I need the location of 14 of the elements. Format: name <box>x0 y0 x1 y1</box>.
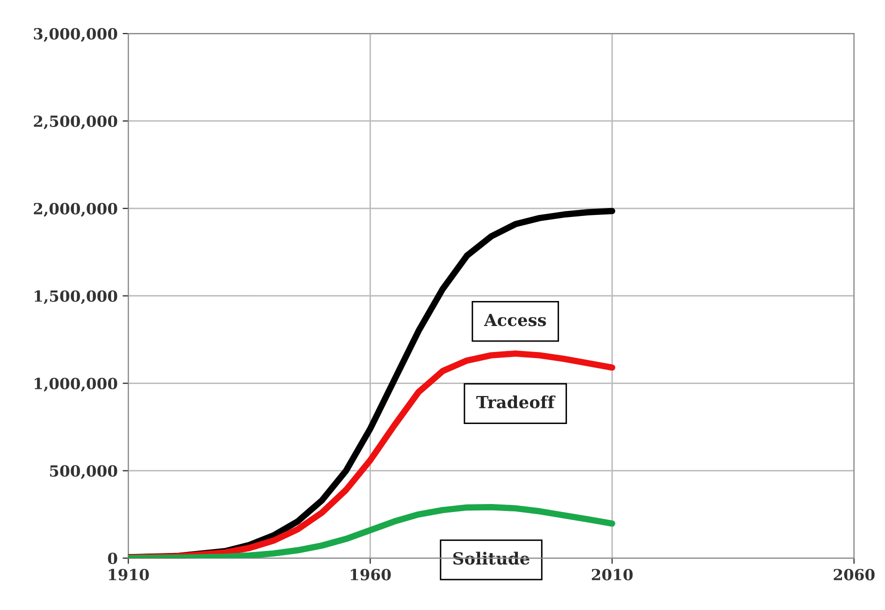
x-tick-label: 1960 <box>350 568 391 580</box>
y-tick-label: 2,500,000 <box>34 115 118 130</box>
text: Tradeoff <box>476 395 556 408</box>
y-tick-label: 3,000,000 <box>34 28 118 42</box>
x-tick-label: 1910 <box>108 568 149 580</box>
x-tick-label: 2060 <box>834 568 875 580</box>
text: Access <box>484 314 546 326</box>
y-tick-label: 1,000,000 <box>34 378 118 392</box>
y-tick-label: 2,000,000 <box>34 202 118 217</box>
y-tick-label: 500,000 <box>50 465 118 480</box>
y-tick-label: 0 <box>108 552 118 564</box>
y-tick-label: 1,500,000 <box>34 290 118 304</box>
x-tick-label: 2010 <box>592 568 633 580</box>
text: Solitude <box>453 552 530 565</box>
